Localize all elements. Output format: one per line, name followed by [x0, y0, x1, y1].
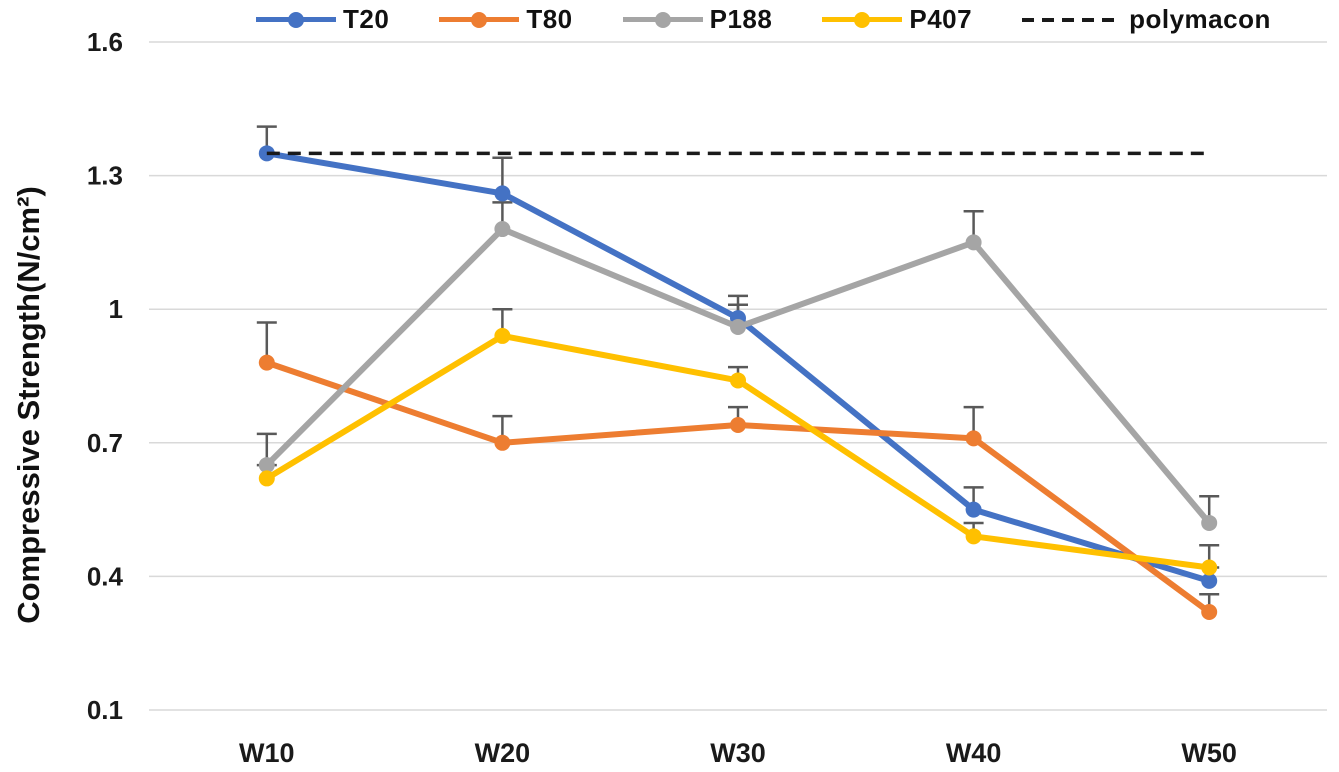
legend-label: polymacon	[1129, 4, 1271, 34]
data-point-t80-w20	[494, 434, 511, 451]
data-point-p407-w50	[1201, 559, 1218, 576]
data-point-p407-w40	[965, 528, 982, 545]
line-marker-swatch-icon	[822, 5, 903, 35]
x-tick-label-w20: W20	[475, 738, 531, 768]
y-tick-label-0-4: 0.4	[87, 561, 124, 591]
data-point-p188-w40	[965, 234, 982, 251]
legend-item-t80: T80	[439, 4, 572, 35]
x-tick-label-w40: W40	[946, 738, 1002, 768]
series-t80-line	[263, 359, 1213, 616]
data-point-t20-w40	[965, 501, 982, 518]
y-tick-labels: 0.1 0.4 0.7 1 1.3 1.6	[87, 27, 124, 725]
x-tick-label-w10: W10	[239, 738, 295, 768]
data-point-t80-w30	[730, 416, 746, 433]
data-point-t80-w40	[965, 430, 982, 447]
y-tick-label-0-1: 0.1	[87, 695, 123, 725]
series-t20-markers	[258, 145, 1218, 589]
series-p188-markers	[258, 221, 1218, 531]
line-marker-swatch-icon	[622, 5, 703, 35]
x-tick-labels: W10 W20 W30 W40 W50	[239, 738, 1237, 768]
line-marker-swatch-icon	[256, 5, 336, 35]
data-point-p188-w30	[730, 319, 746, 336]
series-p407-markers	[258, 327, 1218, 576]
y-tick-label-1-6: 1.6	[87, 27, 123, 57]
data-point-p407-w10	[258, 470, 275, 487]
legend-item-p188: P188	[622, 4, 773, 35]
data-point-t80-w10	[258, 354, 275, 371]
legend-label: P407	[909, 4, 973, 34]
data-point-p188-w10	[258, 457, 275, 474]
line-marker-swatch-icon	[439, 5, 520, 35]
y-tick-label-0-7: 0.7	[87, 428, 123, 458]
legend-item-p407: P407	[822, 4, 972, 35]
data-point-t20-w20	[494, 185, 511, 202]
legend-item-polymacon: polymacon	[1022, 4, 1271, 35]
legend-label: P188	[709, 4, 773, 34]
legend-label: T20	[343, 4, 390, 34]
data-point-p188-w20	[494, 221, 511, 238]
data-point-t80-w50	[1201, 604, 1218, 621]
legend-item-t20: T20	[256, 4, 389, 35]
data-point-p188-w50	[1201, 514, 1218, 531]
y-tick-label-1: 1	[109, 294, 123, 324]
chart-legend: T20 T80 P188 P407 polymacon	[256, 4, 1271, 35]
series-t80-markers	[258, 354, 1218, 621]
y-tick-label-1-3: 1.3	[87, 161, 123, 191]
data-point-t20-w50	[1201, 572, 1218, 589]
x-tick-label-w50: W50	[1181, 738, 1237, 768]
legend-label: T80	[526, 4, 573, 34]
data-point-p407-w20	[494, 327, 511, 344]
dashed-line-swatch-icon	[1022, 5, 1123, 35]
x-tick-label-w30: W30	[710, 738, 766, 768]
data-point-p407-w30	[730, 372, 746, 389]
gridlines	[149, 41, 1327, 711]
